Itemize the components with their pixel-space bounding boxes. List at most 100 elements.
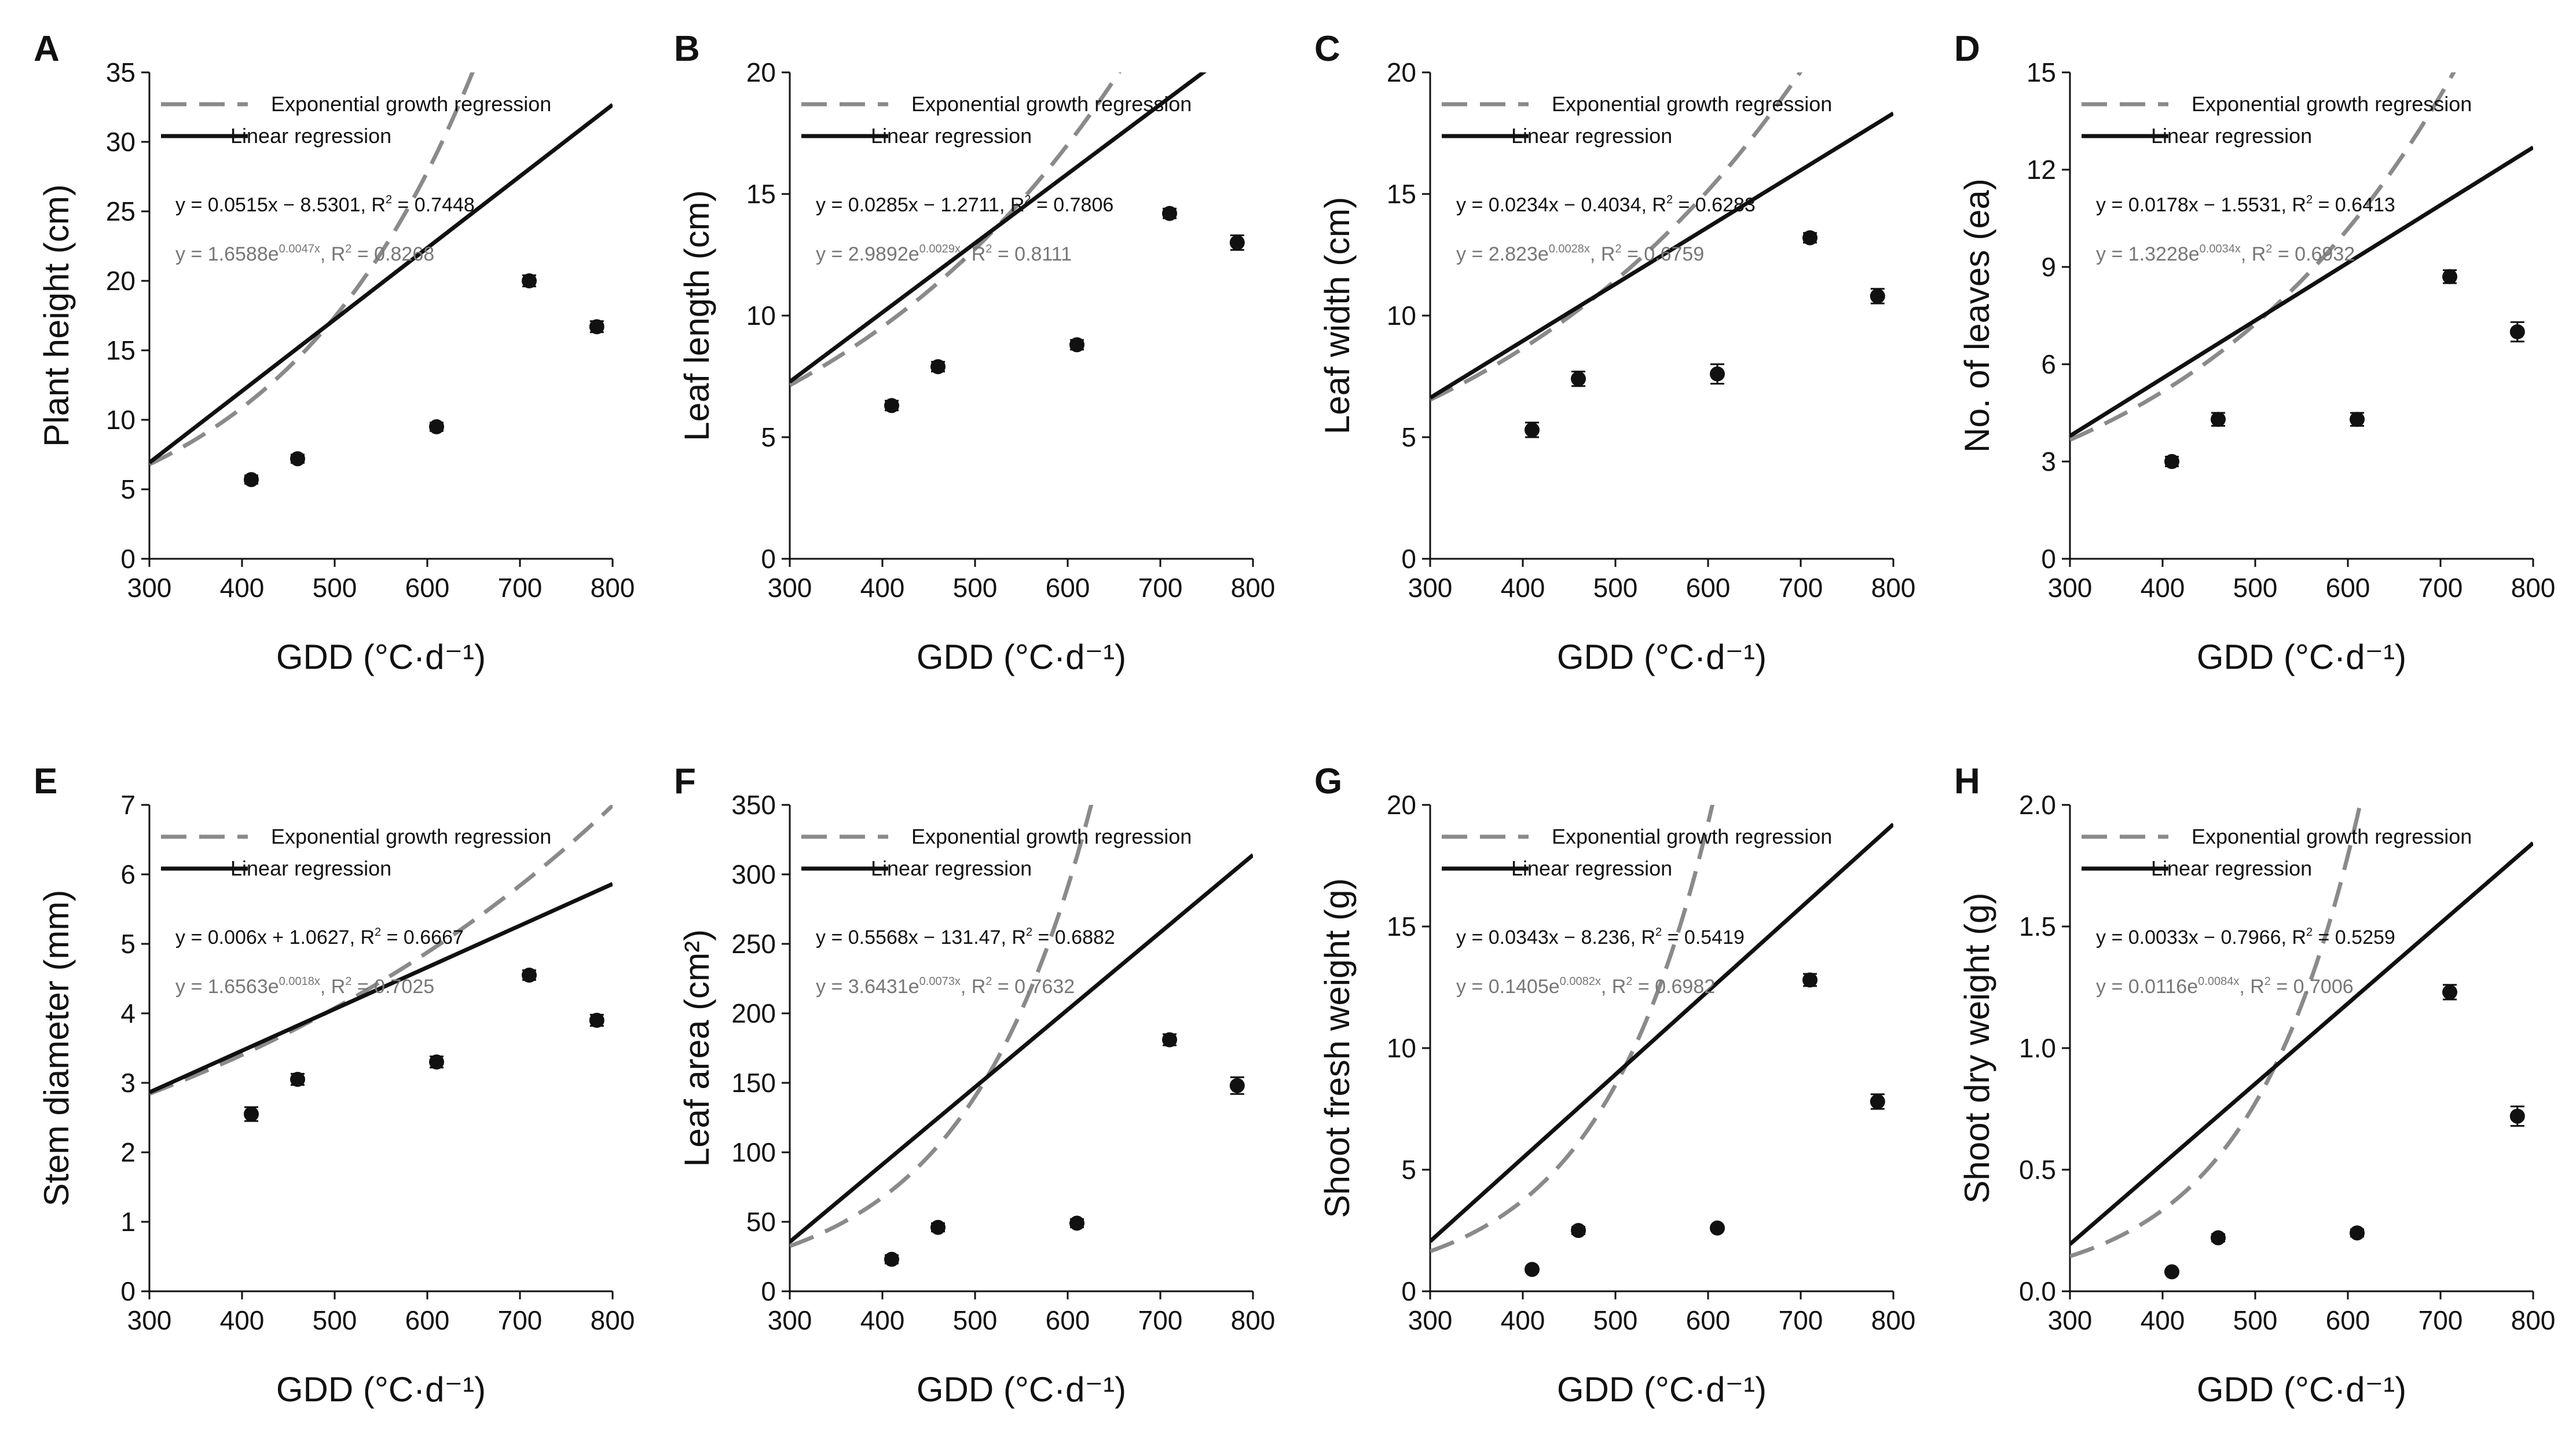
legend-linear-label: Linear regression [2151,856,2312,880]
exponential-equation-exponent: 0.0082x [1560,975,1601,988]
linear-equation: y = 0.5568x − 131.47, R2 = 0.6882 [816,926,1115,948]
exponential-regression-curve [2070,805,2362,1258]
linear-regression-line [2070,841,2533,1246]
y-tick-label: 350 [731,790,776,820]
x-tick-label: 700 [498,1305,543,1335]
exponential-equation-r2-superscript: 2 [1615,243,1621,255]
exponential-equation-r-label: , R [1601,976,1626,998]
linear-equation-r2-value: = 0.7806 [1031,194,1114,216]
x-axis-title: GDD (°C·d⁻¹) [2197,638,2406,676]
y-axis-title: Plant height (cm) [37,184,76,447]
y-tick-label: 0 [120,544,135,574]
linear-equation-r2-superscript: 2 [2306,193,2313,206]
data-point [1525,1262,1540,1277]
x-tick-label: 600 [1686,1305,1731,1335]
y-axis-title: Shoot fresh weight (g) [1318,878,1357,1218]
linear-equation: y = 0.0033x − 0.7966, R2 = 0.5259 [2096,926,2395,948]
exponential-equation-exponent: 0.0029x [919,243,961,255]
legend-exponential-label: Exponential growth regression [911,825,1192,848]
x-tick-label: 600 [1046,573,1090,603]
y-tick-label: 10 [1387,301,1416,331]
y-tick-label: 5 [1401,422,1416,452]
exponential-equation-r-label: , R [2239,976,2264,998]
x-tick-label: 500 [313,1305,357,1335]
y-tick-label: 1.0 [2019,1033,2056,1063]
x-tick-label: 400 [1501,1305,1545,1335]
y-tick-label: 20 [746,57,776,87]
exponential-regression-curve [149,72,475,467]
data-point [429,419,444,434]
exponential-equation-r2-superscript: 2 [345,243,351,255]
data-point [1710,366,1725,382]
x-tick-label: 300 [768,1305,812,1335]
x-tick-label: 800 [1871,1305,1916,1335]
exponential-equation-r2-superscript: 2 [985,975,992,988]
linear-equation: y = 0.0178x − 1.5531, R2 = 0.6413 [2096,193,2395,216]
linear-equation-body: y = 0.0178x − 1.5531, R [2096,194,2306,216]
exponential-equation-r-label: , R [2241,243,2266,265]
x-tick-label: 300 [1408,1305,1453,1335]
x-tick-label: 800 [2511,1305,2556,1335]
exponential-regression-curve [1430,805,1715,1254]
x-tick-label: 300 [127,573,172,603]
panel-letter: A [34,29,60,69]
x-tick-label: 700 [2419,573,2463,603]
exponential-regression-curve [2070,72,2456,442]
data-point [1229,1078,1245,1093]
x-tick-label: 800 [1231,1305,1276,1335]
exponential-equation-r2-value: = 0.7025 [351,976,434,998]
y-tick-label: 4 [120,998,135,1028]
x-tick-label: 700 [2419,1305,2463,1335]
exponential-equation-exponent: 0.0028x [1549,243,1590,255]
x-axis-title: GDD (°C·d⁻¹) [1557,638,1767,676]
y-axis-title: Leaf area (cm²) [677,929,716,1167]
data-point [244,1107,259,1122]
data-point [1162,1032,1177,1048]
linear-equation-r2-value: = 0.6413 [2313,194,2395,216]
exponential-equation-r-label: , R [320,243,345,265]
regression-curves [1430,72,1893,402]
y-tick-label: 150 [731,1068,776,1098]
legend-linear-label: Linear regression [230,856,391,880]
x-tick-label: 800 [591,573,635,603]
panel-letter: B [674,29,700,69]
data-point [1571,371,1586,387]
panel-e: E 0 1 2 3 4 5 6 7 300 400 500 600 700 800 GDD (°C·d⁻¹) S… [34,761,635,1409]
exponential-equation-exponent: 0.0034x [2200,243,2241,255]
x-tick-label: 300 [768,573,812,603]
y-tick-label: 0 [2041,544,2056,574]
x-tick-label: 600 [1686,573,1731,603]
x-tick-label: 300 [2048,573,2093,603]
linear-equation-r2-superscript: 2 [2306,926,2313,939]
y-tick-label: 20 [1387,790,1416,820]
x-tick-label: 600 [2326,1305,2370,1335]
data-point [2509,1108,2525,1124]
linear-regression-line [790,72,1207,384]
data-point [2442,984,2457,1000]
legend-linear-label: Linear regression [1511,856,1672,880]
x-tick-label: 500 [2233,573,2278,603]
legend-linear-label: Linear regression [230,124,391,148]
panel-c: C 0 5 10 15 20 300 400 500 600 700 800 GDD (°C·d⁻¹) L… [1314,29,1915,676]
y-tick-label: 6 [2041,349,2056,379]
x-tick-label: 800 [1231,573,1276,603]
x-axis-title: GDD (°C·d⁻¹) [1557,1370,1767,1409]
legend-linear-label: Linear regression [871,856,1032,880]
linear-equation-body: y = 0.0515x − 8.5301, R [175,194,386,216]
exponential-equation-r-label: , R [961,976,985,998]
x-tick-label: 500 [2233,1305,2278,1335]
exponential-equation-r2-superscript: 2 [2266,243,2272,255]
regression-curves [790,805,1253,1248]
x-tick-label: 500 [313,573,357,603]
panel-g: G 0 5 10 15 20 300 400 500 600 700 800 GDD (°C·d⁻¹) S… [1314,761,1916,1409]
linear-equation-body: y = 0.0033x − 0.7966, R [2096,926,2306,948]
panel-letter: H [1954,761,1980,801]
linear-equation-body: y = 0.006x + 1.0627, R [175,926,375,948]
linear-equation-r2-value: = 0.6283 [1673,194,1756,216]
y-tick-label: 15 [106,335,135,365]
x-tick-label: 700 [1138,573,1183,603]
y-tick-label: 50 [746,1207,776,1237]
linear-equation: y = 0.0343x − 8.236, R2 = 0.5419 [1456,926,1745,948]
y-tick-label: 300 [731,859,776,889]
linear-equation: y = 0.0234x − 0.4034, R2 = 0.6283 [1456,193,1756,216]
